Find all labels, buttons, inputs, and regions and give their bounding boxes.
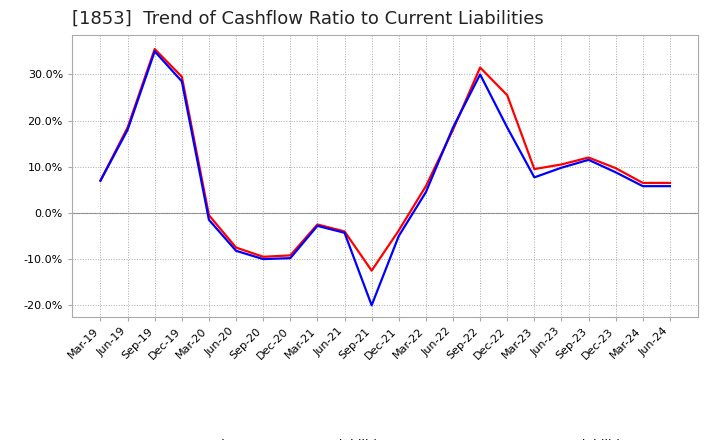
Free CF to Current Liabilities	[123, 127, 132, 132]
Operating CF to Current Liabilities	[178, 74, 186, 79]
Free CF to Current Liabilities	[665, 183, 674, 189]
Free CF to Current Liabilities	[204, 217, 213, 223]
Free CF to Current Liabilities	[557, 165, 566, 170]
Free CF to Current Liabilities	[476, 72, 485, 77]
Text: [1853]  Trend of Cashflow Ratio to Current Liabilities: [1853] Trend of Cashflow Ratio to Curren…	[72, 10, 544, 28]
Line: Free CF to Current Liabilities: Free CF to Current Liabilities	[101, 51, 670, 305]
Legend: Operating CF to Current Liabilities, Free CF to Current Liabilities: Operating CF to Current Liabilities, Fre…	[131, 434, 639, 440]
Free CF to Current Liabilities	[286, 256, 294, 261]
Operating CF to Current Liabilities	[150, 46, 159, 51]
Operating CF to Current Liabilities	[123, 125, 132, 130]
Operating CF to Current Liabilities	[421, 183, 430, 189]
Operating CF to Current Liabilities	[557, 162, 566, 167]
Free CF to Current Liabilities	[611, 170, 620, 175]
Operating CF to Current Liabilities	[584, 155, 593, 160]
Free CF to Current Liabilities	[259, 257, 268, 262]
Operating CF to Current Liabilities	[204, 213, 213, 218]
Operating CF to Current Liabilities	[639, 180, 647, 186]
Operating CF to Current Liabilities	[530, 166, 539, 172]
Operating CF to Current Liabilities	[367, 268, 376, 273]
Operating CF to Current Liabilities	[96, 178, 105, 183]
Operating CF to Current Liabilities	[395, 228, 403, 233]
Line: Operating CF to Current Liabilities: Operating CF to Current Liabilities	[101, 49, 670, 271]
Free CF to Current Liabilities	[150, 49, 159, 54]
Free CF to Current Liabilities	[449, 125, 457, 130]
Free CF to Current Liabilities	[232, 248, 240, 253]
Operating CF to Current Liabilities	[503, 92, 511, 98]
Free CF to Current Liabilities	[313, 223, 322, 228]
Free CF to Current Liabilities	[367, 303, 376, 308]
Free CF to Current Liabilities	[530, 175, 539, 180]
Operating CF to Current Liabilities	[313, 222, 322, 227]
Free CF to Current Liabilities	[341, 230, 349, 235]
Free CF to Current Liabilities	[421, 190, 430, 195]
Operating CF to Current Liabilities	[665, 180, 674, 186]
Operating CF to Current Liabilities	[476, 65, 485, 70]
Free CF to Current Liabilities	[178, 79, 186, 84]
Operating CF to Current Liabilities	[259, 254, 268, 260]
Free CF to Current Liabilities	[584, 157, 593, 162]
Free CF to Current Liabilities	[395, 233, 403, 238]
Operating CF to Current Liabilities	[286, 253, 294, 258]
Free CF to Current Liabilities	[96, 178, 105, 183]
Operating CF to Current Liabilities	[611, 165, 620, 171]
Free CF to Current Liabilities	[503, 125, 511, 130]
Operating CF to Current Liabilities	[341, 229, 349, 234]
Free CF to Current Liabilities	[639, 183, 647, 189]
Operating CF to Current Liabilities	[232, 245, 240, 250]
Operating CF to Current Liabilities	[449, 127, 457, 132]
